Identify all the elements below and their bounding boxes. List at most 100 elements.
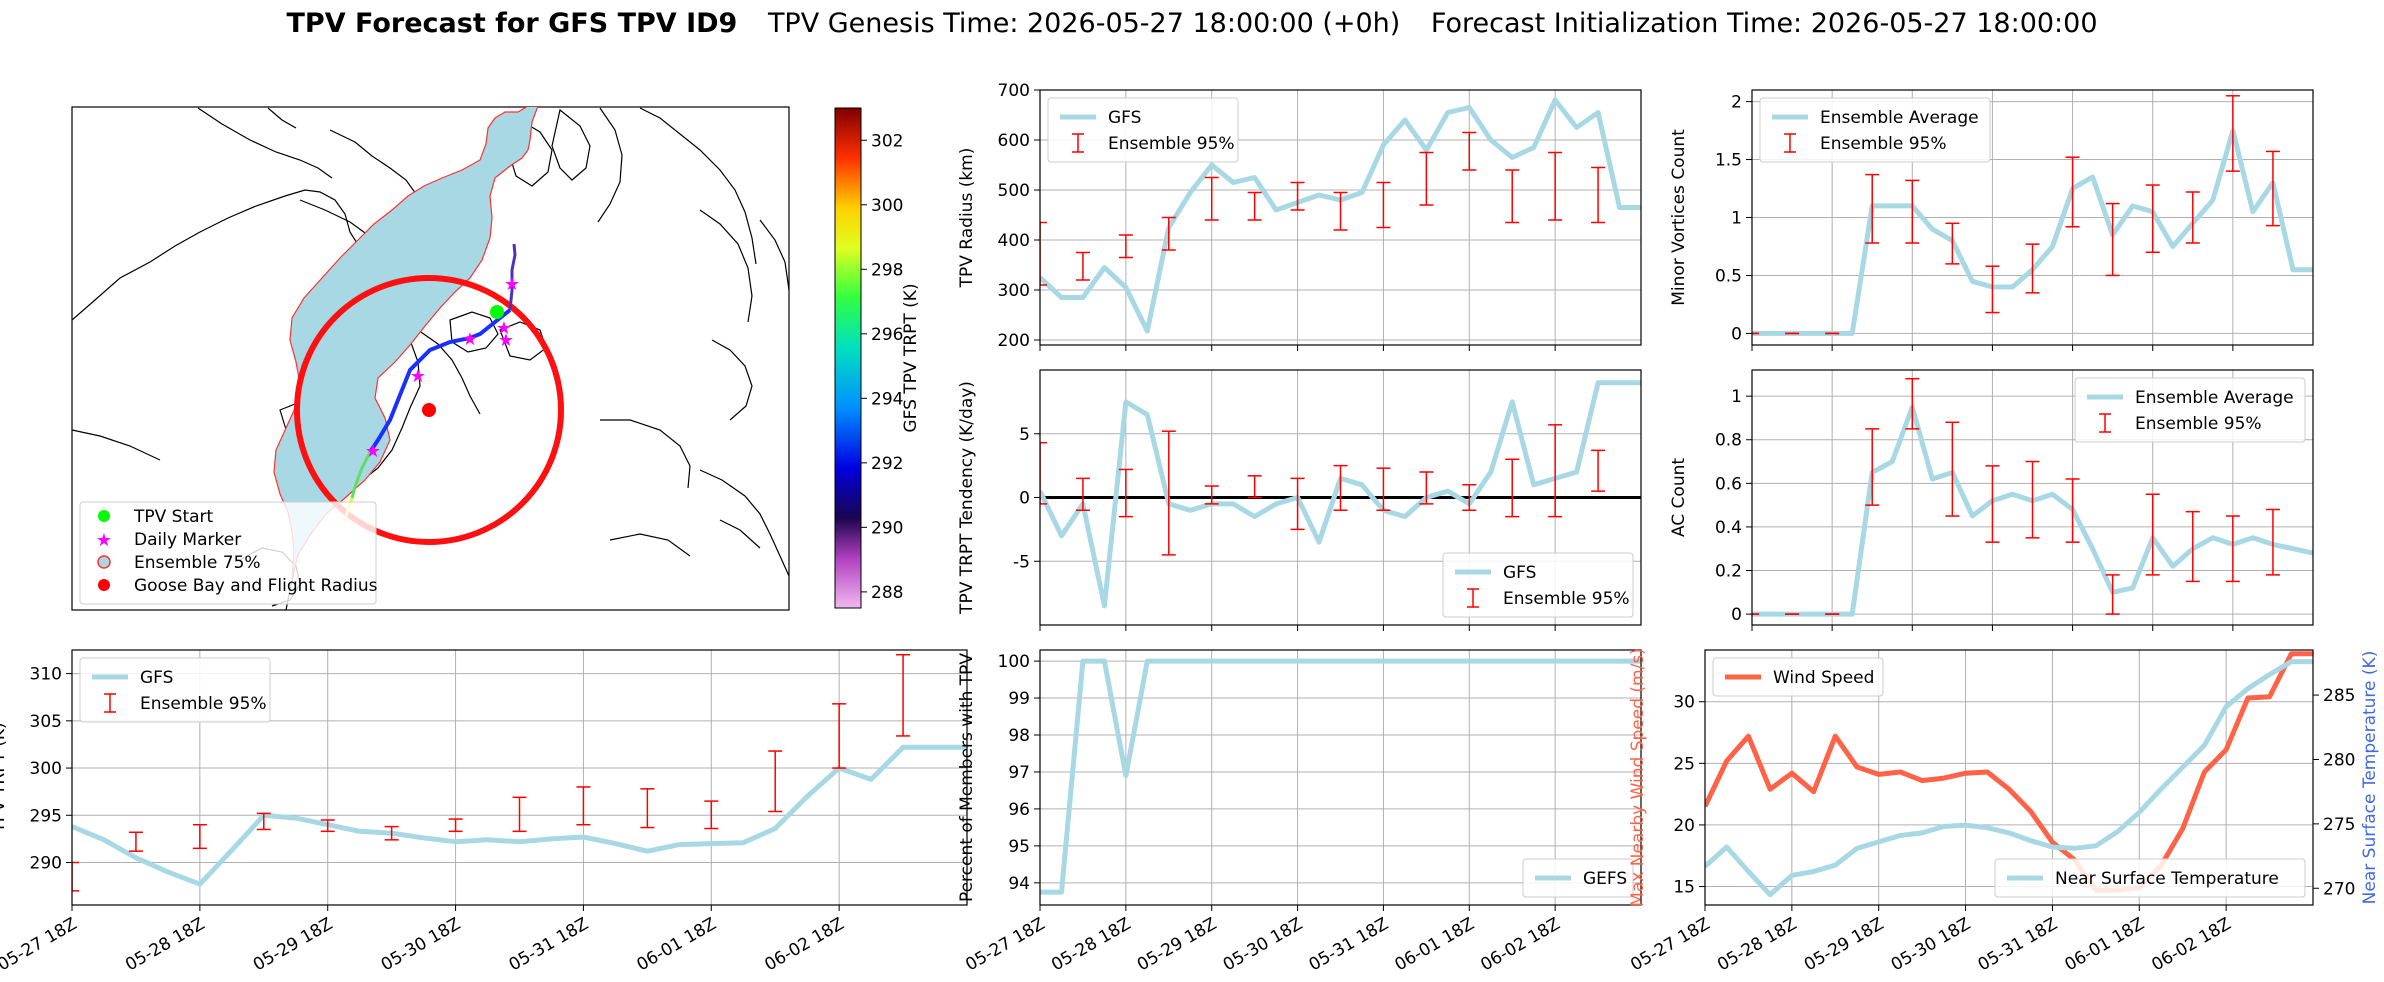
y-axis-label: Percent of Members with TPV bbox=[957, 653, 977, 902]
x-tick-label: 06-01 18Z bbox=[1391, 914, 1477, 975]
legend-label: Ensemble 95% bbox=[140, 694, 267, 714]
goose-bay-radius bbox=[294, 275, 564, 545]
y-tick-label: 0.6 bbox=[1715, 474, 1742, 494]
chart-trpt: 05-27 18Z 05-28 18Z 05-29 18Z 05-30 18Z 05-3… bbox=[0, 649, 968, 975]
legend: Wind Speed bbox=[1712, 657, 1884, 697]
legend-box bbox=[1442, 552, 1634, 618]
plot-area bbox=[1705, 651, 2313, 898]
x-tick-label: 06-01 18Z bbox=[633, 914, 719, 975]
legend-label: Ensemble Average bbox=[2135, 388, 2294, 408]
legend-label: Ensemble 95% bbox=[2135, 414, 2262, 434]
legend-ensemble-icon bbox=[97, 555, 111, 569]
x-tick-label: 06-02 18Z bbox=[1477, 914, 1563, 975]
y-axis-label: AC Count bbox=[1669, 458, 1689, 537]
legend-label: GFS bbox=[140, 668, 173, 688]
legend-label: Ensemble 95% bbox=[1108, 134, 1235, 154]
plot-area bbox=[1040, 658, 1641, 895]
plot-area bbox=[72, 653, 967, 892]
y-tick-label: 310 bbox=[30, 665, 62, 685]
x-tick-label: 05-27 18Z bbox=[0, 914, 81, 975]
y-tick-label: 600 bbox=[998, 131, 1030, 151]
y-tick-label: 98 bbox=[1008, 726, 1030, 746]
legend-box bbox=[1994, 858, 2306, 898]
plot-frame bbox=[71, 649, 968, 906]
chart-percent_members: 05-27 18Z 05-28 18Z 05-29 18Z 05-30 18Z 05-3… bbox=[957, 649, 1642, 975]
svg-text:★: ★ bbox=[410, 366, 426, 387]
colorbar-tick-label: 290 bbox=[871, 518, 903, 538]
colorbar-ticks: 288 290 292 294 296 298 300 302 bbox=[861, 131, 903, 603]
x-tick-label: 05-31 18Z bbox=[1975, 914, 2061, 975]
series-line bbox=[1705, 659, 2313, 898]
x-tick-label: 05-27 18Z bbox=[1627, 914, 1713, 975]
plot-frame bbox=[1039, 369, 1642, 626]
plot-frame bbox=[1039, 649, 1642, 906]
figure-title: TPV Forecast for GFS TPV ID9 TPV Genesis… bbox=[287, 8, 2098, 39]
map-content: ★ ★ ★ ★ ★ ★ TPV Start ★ Daily Marker Ens… bbox=[72, 107, 789, 610]
legend: GFS Ensemble 95% bbox=[79, 657, 271, 723]
legend-box bbox=[79, 657, 271, 723]
legend-box bbox=[1759, 97, 1991, 163]
x-tick-label: 05-28 18Z bbox=[1048, 914, 1134, 975]
legend-box bbox=[1047, 97, 1239, 163]
daily-markers: ★ ★ ★ ★ ★ ★ bbox=[365, 274, 520, 462]
plot-area bbox=[1752, 95, 2313, 336]
map-legend: TPV Start ★ Daily Marker Ensemble 75% Go… bbox=[79, 501, 378, 605]
y-tick-label: 290 bbox=[30, 854, 62, 874]
svg-text:★: ★ bbox=[462, 329, 478, 350]
y-tick-label: 0.4 bbox=[1715, 518, 1742, 538]
tpv-track-blue bbox=[368, 308, 512, 454]
y-right-tick-label: 270 bbox=[2323, 879, 2355, 899]
plot-frame bbox=[1704, 649, 2314, 906]
y-tick-label: -5 bbox=[1013, 552, 1030, 572]
y-tick-label: 1 bbox=[1731, 387, 1742, 407]
x-tick-label: 05-29 18Z bbox=[250, 914, 336, 975]
y-tick-label: 0.2 bbox=[1715, 562, 1742, 582]
x-tick-label: 05-27 18Z bbox=[962, 914, 1048, 975]
svg-text:★: ★ bbox=[365, 441, 381, 462]
map-panel: ★ ★ ★ ★ ★ ★ TPV Start ★ Daily Marker Ens… bbox=[71, 106, 921, 611]
y-axis-label: TPV Radius (km) bbox=[957, 148, 977, 289]
y-tick-label: 500 bbox=[998, 181, 1030, 201]
legend-daily-marker: Daily Marker bbox=[134, 530, 241, 550]
y-tick-label: 94 bbox=[1008, 874, 1030, 894]
x-tick-label: 06-02 18Z bbox=[761, 914, 847, 975]
x-tick-label: 05-30 18Z bbox=[378, 914, 464, 975]
x-tick-label: 05-28 18Z bbox=[122, 914, 208, 975]
colorbar bbox=[834, 107, 862, 609]
y-right-label: Near Surface Temperature (K) bbox=[2360, 651, 2380, 905]
colorbar-tick-label: 296 bbox=[871, 325, 903, 345]
legend-box bbox=[1522, 858, 1634, 898]
plot-frame bbox=[1751, 89, 2314, 346]
colorbar-label: GFS TPV TRPT (K) bbox=[901, 283, 921, 432]
y-tick-label: 305 bbox=[30, 712, 62, 732]
y-tick-label: 99 bbox=[1008, 689, 1030, 709]
series-line bbox=[1705, 651, 2313, 893]
y-tick-label: 0.5 bbox=[1715, 266, 1742, 286]
legend-label: Near Surface Temperature bbox=[2055, 869, 2279, 889]
svg-text:★: ★ bbox=[498, 330, 514, 351]
x-tick-label: 05-30 18Z bbox=[1220, 914, 1306, 975]
y-tick-label: 0 bbox=[1731, 324, 1742, 344]
legend: Ensemble Average Ensemble 95% bbox=[2074, 377, 2306, 443]
legend: GFS Ensemble 95% bbox=[1442, 552, 1634, 618]
genesis-time: TPV Genesis Time: 2026-05-27 18:00:00 (+… bbox=[767, 8, 1400, 39]
series-line bbox=[1040, 658, 1641, 895]
tpv-track-green bbox=[350, 451, 372, 499]
legend-box bbox=[1712, 657, 1884, 697]
colorbar-tick-label: 292 bbox=[871, 454, 903, 474]
legend: Ensemble Average Ensemble 95% bbox=[1759, 97, 1991, 163]
plot-area bbox=[1040, 380, 1641, 609]
legend-label: Ensemble 95% bbox=[1503, 589, 1630, 609]
y-tick-label: 295 bbox=[30, 806, 62, 826]
init-time: Forecast Initialization Time: 2026-05-27… bbox=[1431, 8, 2098, 39]
y-tick-label: 95 bbox=[1008, 837, 1030, 857]
plot-area bbox=[1752, 377, 2313, 617]
legend-label: GFS bbox=[1503, 563, 1536, 583]
y-axis-label: Max Nearby Wind Speed (m/s) bbox=[1628, 648, 1648, 907]
y-tick-label: 20 bbox=[1673, 816, 1695, 836]
x-tick-label: 06-01 18Z bbox=[2061, 914, 2147, 975]
colorbar-tick-label: 300 bbox=[871, 196, 903, 216]
chart-wind_temp: 05-27 18Z 05-28 18Z 05-29 18Z 05-30 18Z 05-3… bbox=[1627, 648, 2380, 975]
y-tick-label: 100 bbox=[998, 652, 1030, 672]
